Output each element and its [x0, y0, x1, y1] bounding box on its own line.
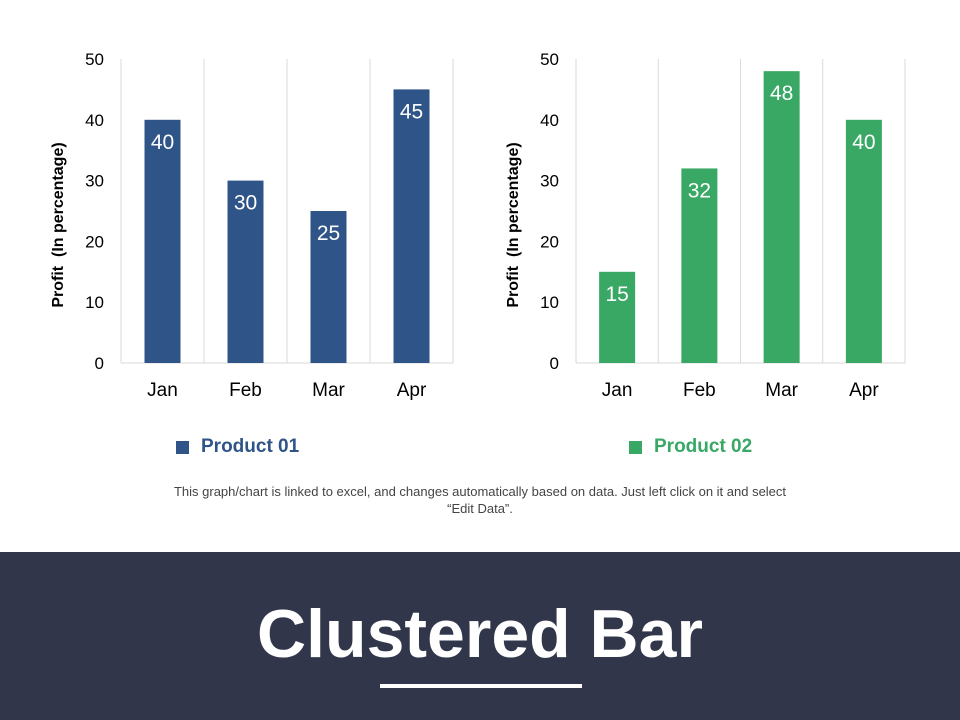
chart-note: This graph/chart is linked to excel, and… — [173, 484, 787, 516]
legend-product-01: Product 01 — [176, 434, 299, 460]
chart2-x-tick-label: Feb — [683, 380, 716, 401]
chart1-y-tick-label: 50 — [85, 50, 104, 69]
chart1-y-tick-label: 40 — [85, 111, 104, 130]
chart2-y-tick-label: 20 — [540, 232, 559, 251]
charts-area: 0 10 20 30 40 50 Profit (In percentage) 40 30 25 4… — [50, 50, 906, 401]
chart1-bar — [227, 180, 264, 363]
title-underline — [380, 684, 582, 688]
footer-banner — [0, 552, 960, 720]
chart1-bar — [144, 119, 181, 363]
legend-product-02: Product 02 — [629, 434, 752, 460]
chart1-bar — [393, 89, 430, 364]
chart1-x-tick-label: Apr — [397, 380, 427, 401]
chart1-y-axis-label: Profit (In percentage) — [50, 142, 67, 307]
chart1-data-label: 30 — [234, 192, 257, 215]
chart2-bar — [599, 271, 636, 363]
chart2-data-label: 48 — [770, 82, 793, 105]
chart1-data-label: 40 — [151, 131, 174, 154]
chart2-y-tick-label: 10 — [540, 293, 559, 312]
legend-label-product-01: Product 01 — [201, 436, 300, 457]
chart2-bar — [845, 119, 882, 363]
chart1-data-label: 25 — [317, 222, 340, 245]
chart1-x-tick-label: Feb — [229, 380, 262, 401]
chart1-data-label: 45 — [400, 100, 423, 123]
chart2-data-label: 15 — [605, 283, 628, 306]
chart2-y-axis-label: Profit (In percentage) — [505, 142, 522, 307]
chart1-y-tick-label: 0 — [95, 354, 104, 373]
chart2-data-label: 40 — [852, 131, 875, 154]
chart1-x-tick-label: Jan — [147, 380, 178, 401]
chart1-x-tick-label: Mar — [312, 380, 345, 401]
chart1-y-tick-label: 10 — [85, 293, 104, 312]
chart1-y-tick-label: 30 — [85, 172, 104, 191]
chart2-x-tick-label: Apr — [849, 380, 879, 401]
chart1-bar — [310, 211, 347, 363]
chart2-x-tick-label: Jan — [602, 380, 633, 401]
chart2-y-tick-label: 50 — [540, 50, 559, 69]
legend-swatch-product-02 — [629, 440, 642, 454]
legend-swatch-product-01 — [176, 440, 189, 454]
chart2-y-tick-label: 0 — [550, 354, 559, 373]
chart2-data-label: 32 — [688, 179, 711, 202]
chart2-bar — [763, 71, 800, 363]
legend-label-product-02: Product 02 — [654, 436, 753, 457]
slide-title: Clustered Bar — [257, 596, 703, 672]
chart2-y-tick-label: 30 — [540, 172, 559, 191]
chart2-y-tick-label: 40 — [540, 111, 559, 130]
chart2-x-tick-label: Mar — [765, 380, 798, 401]
chart1-y-tick-label: 20 — [85, 232, 104, 251]
chart2-bar — [681, 168, 718, 363]
